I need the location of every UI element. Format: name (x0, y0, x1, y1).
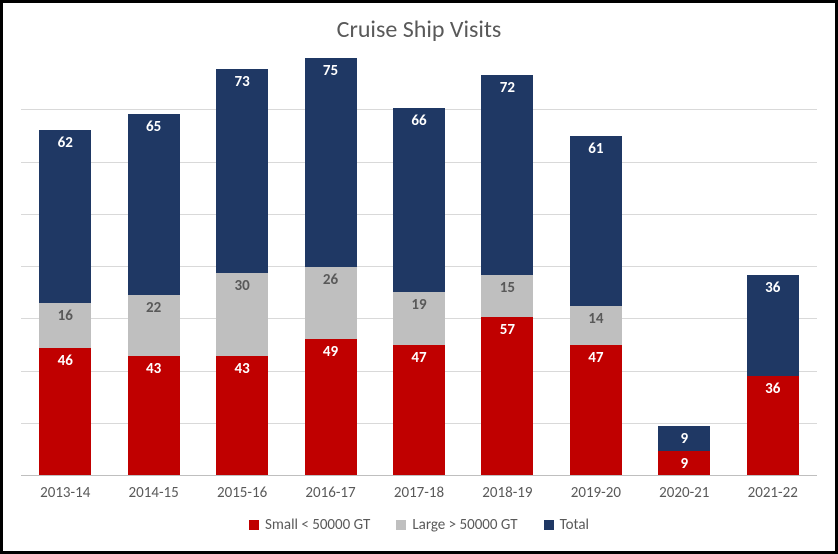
bar-value-label: 9 (658, 455, 710, 473)
bar-segment: 15 (481, 275, 533, 317)
bar-value-label: 65 (128, 118, 180, 136)
x-axis-label: 2019-20 (552, 484, 640, 502)
legend: Small < 50000 GT Large > 50000 GT Total (21, 516, 817, 534)
legend-label: Small < 50000 GT (265, 516, 370, 534)
bar-segment: 57 (481, 317, 533, 476)
bar-group: 99 (640, 58, 728, 476)
legend-swatch (544, 520, 554, 530)
bar-segment: 47 (570, 345, 622, 476)
bar-segment: 43 (128, 356, 180, 476)
bar-group: 47 14 61 (552, 58, 640, 476)
legend-label: Large > 50000 GT (412, 516, 517, 534)
x-axis-label: 2014-15 (109, 484, 197, 502)
bar-value-label: 57 (481, 321, 533, 339)
bar-group: 49 26 75 (286, 58, 374, 476)
bar-segment: 73 (216, 69, 268, 272)
bar-stack: 43 30 73 (216, 69, 268, 476)
bar-stack: 47 19 66 (393, 108, 445, 476)
bar-value-label: 19 (393, 296, 445, 314)
bar-value-label: 43 (128, 360, 180, 378)
bar-stack: 43 22 65 (128, 114, 180, 476)
bar-stack: 49 26 75 (305, 58, 357, 476)
bar-value-label: 75 (305, 62, 357, 80)
bar-value-label: 15 (481, 279, 533, 297)
legend-swatch (396, 520, 406, 530)
x-axis-label: 2015-16 (198, 484, 286, 502)
x-axis-labels: 2013-142014-152015-162016-172017-182018-… (21, 484, 817, 502)
chart-container: Cruise Ship Visits 46 16 62 43 22 65 43 30 73 49 2… (0, 0, 838, 554)
bar-segment: 26 (305, 267, 357, 339)
bar-value-label: 66 (393, 112, 445, 130)
bar-segment: 75 (305, 58, 357, 267)
bar-value-label: 49 (305, 343, 357, 361)
legend-item: Large > 50000 GT (396, 516, 517, 534)
bar-segment: 49 (305, 339, 357, 476)
bar-segment: 65 (128, 114, 180, 295)
bar-value-label: 73 (216, 73, 268, 91)
bar-segment: 16 (39, 303, 91, 348)
bar-segment: 14 (570, 306, 622, 345)
legend-swatch (249, 520, 259, 530)
x-axis-label: 2013-14 (21, 484, 109, 502)
bar-segment: 36 (747, 376, 799, 476)
bar-segment: 9 (658, 451, 710, 476)
x-axis-label: 2017-18 (375, 484, 463, 502)
bar-group: 36 36 (729, 58, 817, 476)
bar-stack: 36 36 (747, 275, 799, 476)
bar-value-label: 9 (658, 430, 710, 448)
bar-segment: 62 (39, 130, 91, 303)
bar-value-label: 14 (570, 310, 622, 328)
x-axis-label: 2021-22 (729, 484, 817, 502)
bar-value-label: 47 (393, 349, 445, 367)
bar-value-label: 62 (39, 134, 91, 152)
x-axis-label: 2018-19 (463, 484, 551, 502)
chart-title: Cruise Ship Visits (21, 15, 817, 44)
bar-stack: 99 (658, 426, 710, 476)
bar-segment: 19 (393, 292, 445, 345)
bar-stack: 47 14 61 (570, 136, 622, 476)
bar-value-label: 36 (747, 279, 799, 297)
legend-item: Small < 50000 GT (249, 516, 370, 534)
bar-value-label: 22 (128, 299, 180, 317)
x-axis-label: 2020-21 (640, 484, 728, 502)
bar-value-label: 36 (747, 380, 799, 398)
bar-segment: 61 (570, 136, 622, 306)
bar-value-label: 30 (216, 277, 268, 295)
x-axis-line (21, 475, 817, 476)
bar-segment: 72 (481, 75, 533, 276)
bar-group: 43 22 65 (109, 58, 197, 476)
bar-segment: 46 (39, 348, 91, 476)
bar-segment: 43 (216, 356, 268, 476)
bar-stack: 46 16 62 (39, 130, 91, 476)
bar-value-label: 16 (39, 307, 91, 325)
legend-item: Total (544, 516, 589, 534)
bars-row: 46 16 62 43 22 65 43 30 73 49 26 75 47 19 66 57 15 72 47 14… (21, 58, 817, 476)
bar-value-label: 46 (39, 352, 91, 370)
bar-segment: 30 (216, 273, 268, 357)
legend-label: Total (560, 516, 589, 534)
bar-segment: 47 (393, 345, 445, 476)
bar-group: 47 19 66 (375, 58, 463, 476)
bar-segment: 9 (658, 426, 710, 451)
plot-area: 46 16 62 43 22 65 43 30 73 49 26 75 47 19 66 57 15 72 47 14… (21, 58, 817, 476)
bar-value-label: 26 (305, 271, 357, 289)
bar-value-label: 61 (570, 140, 622, 158)
bar-group: 46 16 62 (21, 58, 109, 476)
bar-value-label: 72 (481, 79, 533, 97)
bar-segment: 22 (128, 295, 180, 356)
bar-value-label: 43 (216, 360, 268, 378)
x-axis-label: 2016-17 (286, 484, 374, 502)
bar-segment: 66 (393, 108, 445, 292)
bar-stack: 57 15 72 (481, 75, 533, 476)
bar-segment: 36 (747, 275, 799, 375)
bar-group: 43 30 73 (198, 58, 286, 476)
bar-group: 57 15 72 (463, 58, 551, 476)
bar-value-label: 47 (570, 349, 622, 367)
